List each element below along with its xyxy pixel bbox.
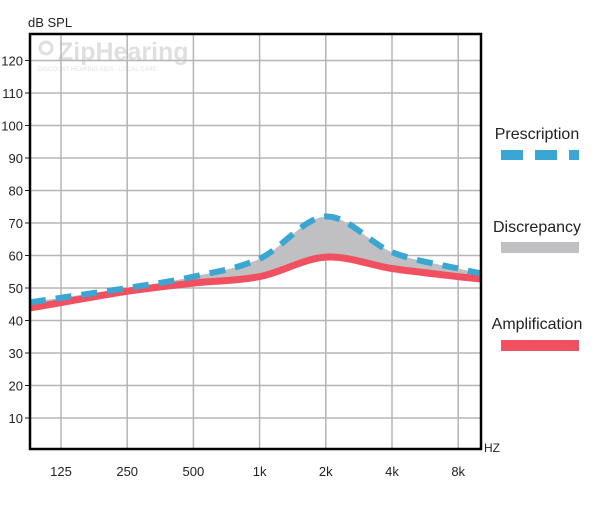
x-axis-label: HZ — [484, 441, 500, 455]
watermark-tagline: DISCOUNT HEARING AIDS · LOCAL CARE — [38, 67, 157, 73]
y-tick-label: 90 — [9, 151, 23, 166]
legend-discrepancy-label: Discrepancy — [492, 219, 582, 236]
y-axis-label: dB SPL — [28, 15, 72, 30]
watermark-pin-icon — [38, 40, 54, 56]
x-tick-label: 500 — [183, 464, 205, 479]
x-tick-label: 1k — [253, 464, 267, 479]
y-tick-label: 10 — [9, 411, 23, 426]
x-tick-label: 125 — [50, 464, 72, 479]
x-tick-label: 250 — [116, 464, 138, 479]
y-tick-label: 80 — [9, 184, 23, 199]
legend-amplification-label: Amplification — [491, 316, 583, 333]
plot-frame — [28, 32, 483, 451]
amplification-line — [29, 253, 482, 312]
y-tick-label: 100 — [1, 119, 23, 134]
legend-amplification-swatch — [501, 340, 579, 351]
prescription-line — [29, 213, 482, 306]
x-tick-label: 2k — [319, 464, 333, 479]
y-tick-label: 120 — [1, 54, 23, 69]
legend-prescription-label: Prescription — [494, 126, 580, 143]
y-tick-label: 20 — [9, 379, 23, 394]
legend-discrepancy-swatch — [501, 242, 579, 253]
discrepancy-area — [30, 216, 481, 308]
y-tick-label: 40 — [9, 314, 23, 329]
x-tick-label: 4k — [385, 464, 399, 479]
y-tick-label: 110 — [2, 86, 23, 101]
watermark-brand: ZipHearing — [58, 38, 189, 66]
y-tick-label: 60 — [9, 249, 23, 264]
y-tick-label: 30 — [9, 346, 23, 361]
x-tick-label: 8k — [451, 464, 465, 479]
y-tick-label: 50 — [9, 281, 23, 296]
y-tick-label: 70 — [9, 216, 23, 231]
